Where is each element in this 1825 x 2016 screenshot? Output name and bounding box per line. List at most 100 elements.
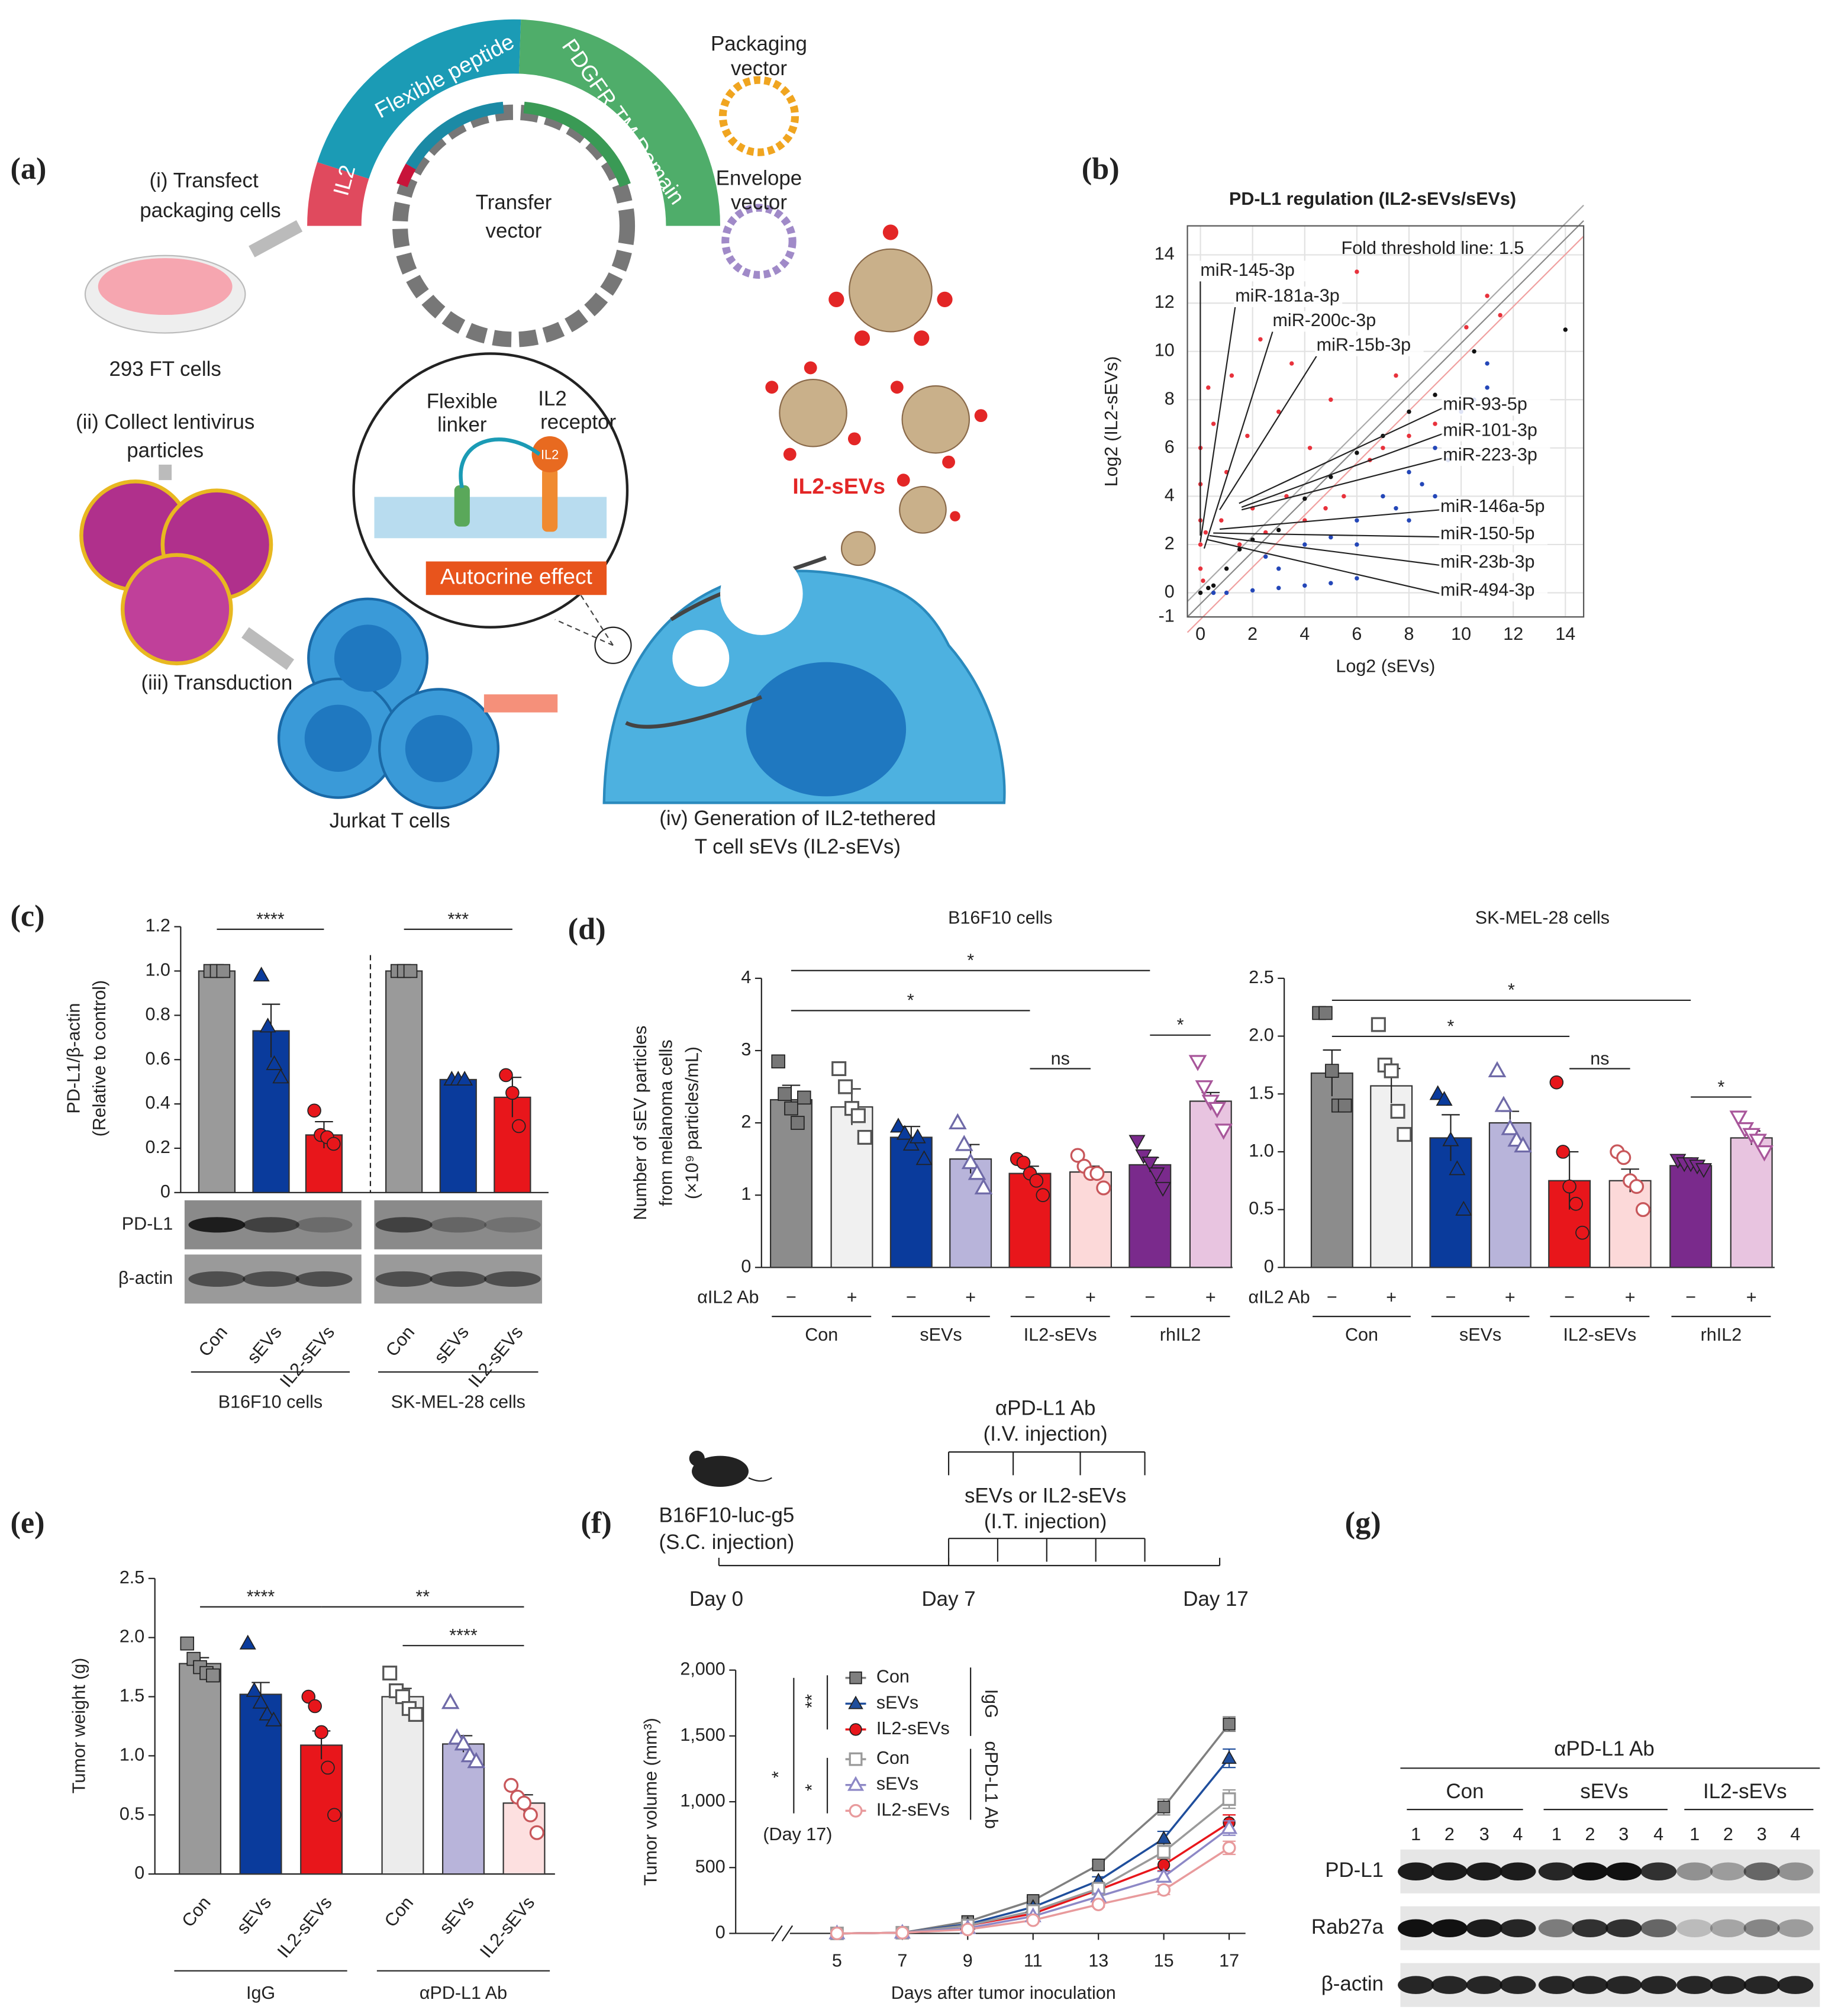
marker	[1556, 1145, 1571, 1159]
y-tick-label: 4	[741, 967, 751, 987]
group-label: SK-MEL-28 cells	[391, 1392, 525, 1412]
marker	[239, 1634, 256, 1650]
shape	[901, 385, 970, 454]
marker	[505, 1086, 520, 1100]
marker	[1436, 1091, 1453, 1106]
y-axis-label: Log2 (IL2-sEVs)	[1101, 356, 1121, 487]
point	[1302, 542, 1307, 547]
shape	[98, 258, 233, 315]
label-line	[1241, 433, 1443, 508]
y-tick-label: 12	[1155, 292, 1175, 312]
y-tick-label: 1.0	[1249, 1141, 1273, 1161]
y-axis-label: Tumor weight (g)	[69, 1658, 89, 1793]
label-bg	[1439, 524, 1548, 545]
blot-band	[1398, 1919, 1434, 1937]
point	[1302, 583, 1307, 588]
y-tick-label: 14	[1155, 244, 1175, 264]
point	[1485, 294, 1489, 298]
label: Transfer	[476, 191, 552, 214]
label: IL2-sEVs	[792, 474, 885, 498]
bar	[385, 970, 423, 1193]
shape	[554, 555, 614, 646]
point	[1276, 409, 1281, 414]
legend-label: IL2-sEVs	[876, 1718, 950, 1738]
blot-band	[1466, 1862, 1502, 1881]
y-axis-label: (Relative to control)	[89, 980, 109, 1137]
factor-level: −	[786, 1287, 797, 1307]
factor-level: −	[1327, 1287, 1337, 1307]
legend-group: IgG	[981, 1689, 1001, 1718]
y-tick-label: 0	[1165, 582, 1175, 602]
point	[1485, 385, 1489, 390]
point	[1245, 433, 1250, 439]
factor-level: +	[1625, 1287, 1636, 1307]
blot-band	[375, 1217, 433, 1233]
marker	[784, 1101, 798, 1116]
blot-band	[295, 1271, 353, 1287]
x-tick-label: 2	[1247, 624, 1257, 644]
chart-title: PD-L1 regulation (IL2-sEVs/sEVs)	[1229, 189, 1516, 209]
x-tick-label: 12	[1503, 624, 1523, 644]
x-tick-label: 6	[1352, 624, 1362, 644]
x-tick-label: sEVs	[1459, 1325, 1501, 1345]
blot-band	[1538, 1919, 1575, 1937]
label-line	[1219, 356, 1317, 510]
point	[1211, 421, 1216, 426]
x-tick-label: 17	[1219, 1950, 1239, 1970]
y-tick-label: 0	[741, 1256, 751, 1276]
label: vector	[731, 57, 787, 80]
chart-title: SK-MEL-28 cells	[1475, 908, 1610, 928]
lane-label: 3	[1618, 1824, 1629, 1844]
marker	[949, 1113, 967, 1129]
blot-band	[1431, 1976, 1468, 1994]
y-tick-label: 0.6	[145, 1048, 170, 1068]
point-label: miR-93-5p	[1443, 394, 1527, 414]
bar	[1669, 1165, 1713, 1268]
point	[1203, 530, 1208, 535]
y-tick-label: 0.5	[120, 1804, 144, 1824]
point-label: miR-101-3p	[1443, 420, 1537, 440]
x-tick-label: 0	[1195, 624, 1205, 644]
point	[1394, 506, 1398, 511]
label: (S.C. injection)	[659, 1531, 795, 1554]
label: sEVs or IL2-sEVs	[965, 1484, 1126, 1508]
marker	[1494, 1096, 1513, 1112]
point	[1201, 578, 1205, 583]
marker	[1128, 1135, 1146, 1150]
factor-label: αIL2 Ab	[697, 1287, 759, 1307]
point	[1498, 313, 1502, 318]
point	[1263, 554, 1268, 559]
point	[1407, 518, 1411, 523]
marker	[771, 1054, 785, 1069]
legend-label: sEVs	[876, 1692, 918, 1712]
factor-level: +	[1505, 1287, 1516, 1307]
label: (e)	[10, 1505, 44, 1540]
shape	[720, 552, 803, 635]
blot-band	[1743, 1862, 1780, 1881]
marker	[1155, 1181, 1172, 1197]
bar	[1008, 1173, 1052, 1268]
x-tick-label: 10	[1451, 624, 1471, 644]
y-tick-label: 0.8	[145, 1004, 170, 1024]
annotation: Fold threshold line: 1.5	[1342, 238, 1524, 258]
point	[1198, 542, 1203, 547]
marker	[1195, 1080, 1214, 1097]
legend-label: Con	[876, 1667, 910, 1687]
factor-level: +	[1085, 1287, 1096, 1307]
shape	[783, 447, 797, 461]
x-axis-label: Days after tumor inoculation	[891, 1983, 1116, 2003]
factor-level: −	[1144, 1287, 1155, 1307]
group-label: IgG	[246, 1983, 275, 2003]
label: T cell sEVs (IL2-sEVs)	[695, 835, 901, 858]
blot-band	[1743, 1976, 1780, 1994]
marker	[1222, 1841, 1236, 1855]
label: (b)	[1082, 152, 1120, 186]
label-bg	[1442, 420, 1550, 442]
marker	[206, 1668, 220, 1683]
marker	[902, 1135, 920, 1151]
marker	[1371, 1017, 1386, 1032]
shape	[120, 553, 233, 666]
label: packaging cells	[140, 199, 280, 222]
